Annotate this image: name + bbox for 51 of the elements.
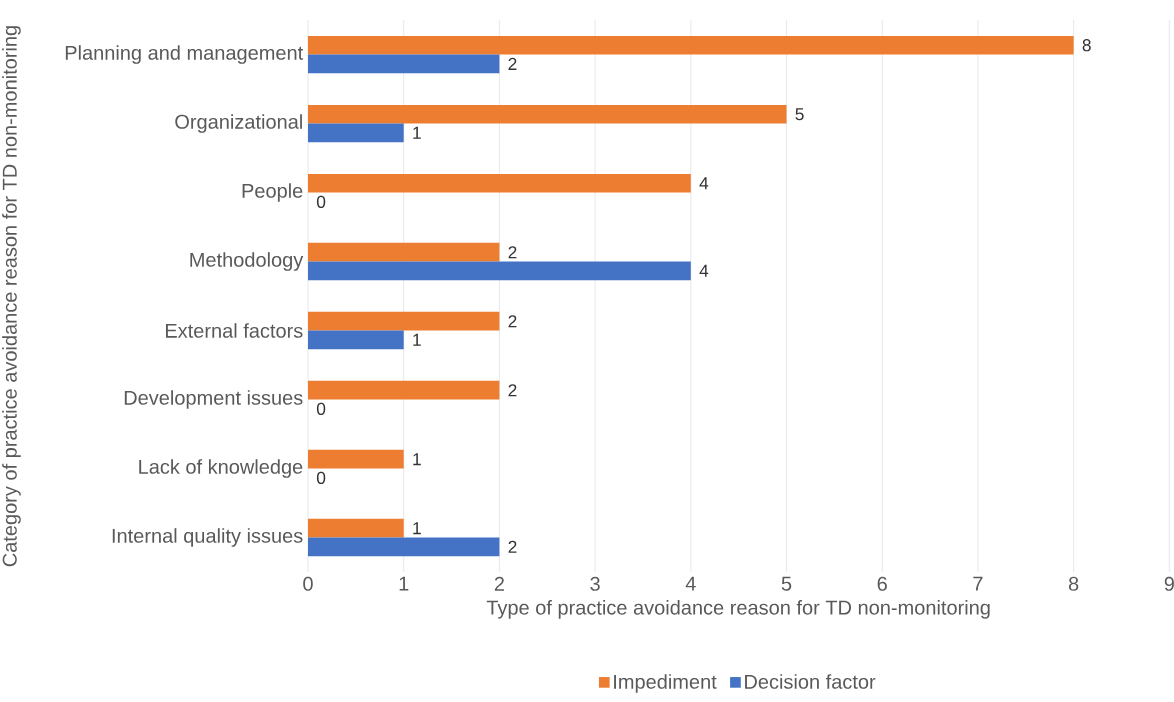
bar [308,261,691,281]
data-label: 0 [316,471,326,484]
x-tick-label: 0 [303,576,313,591]
data-label: 1 [413,522,421,535]
bar [308,54,500,74]
x-tick-label: 3 [590,576,600,591]
y-tick-label: Planning and management [65,45,304,64]
legend-label: Impediment [614,674,717,693]
bar [308,518,404,538]
data-label: 4 [699,177,709,190]
y-tick-label: Organizational [175,114,302,133]
x-tick-label: 7 [973,576,983,591]
data-label: 0 [316,402,326,415]
x-tick-label: 5 [781,576,792,591]
data-label: 5 [795,108,804,121]
y-tick-label: Internal quality issues [112,528,303,547]
x-tick-label: 1 [399,576,409,591]
bar [308,380,500,400]
data-label: 2 [508,384,517,397]
bar [308,537,500,557]
bar [308,104,787,124]
data-label: 1 [413,453,421,466]
bar [308,123,404,143]
data-label: 2 [508,57,517,70]
data-label: 4 [699,264,709,277]
bar [308,330,404,350]
y-axis-title: Category of practice avoidance reason for TD non-monitoring [2,26,21,567]
data-label: 1 [413,333,421,346]
y-tick-label: External factors [165,323,303,338]
bar [308,173,691,193]
data-label: 2 [508,540,517,553]
bar [308,35,1074,55]
x-tick-label: 9 [1164,576,1174,591]
x-axis-title: Type of practice avoidance reason for TD non-monitoring [486,600,990,619]
data-label: 2 [508,246,517,259]
x-tick-label: 8 [1068,576,1079,591]
data-label: 0 [316,195,326,208]
x-tick-label: 6 [877,576,887,591]
data-label: 8 [1082,39,1091,52]
bar [308,242,500,262]
bar [308,311,500,331]
bar [308,449,404,469]
y-tick-label: Lack of knowledge [139,459,303,478]
legend-label: Decision factor [745,674,876,689]
y-tick-label: Methodology [190,252,304,271]
y-tick-label: People [242,183,303,202]
y-tick-label: Development issues [124,390,303,409]
data-label: 2 [508,315,517,328]
x-tick-label: 2 [494,576,504,591]
x-tick-label: 4 [685,576,696,591]
data-label: 1 [413,126,421,139]
